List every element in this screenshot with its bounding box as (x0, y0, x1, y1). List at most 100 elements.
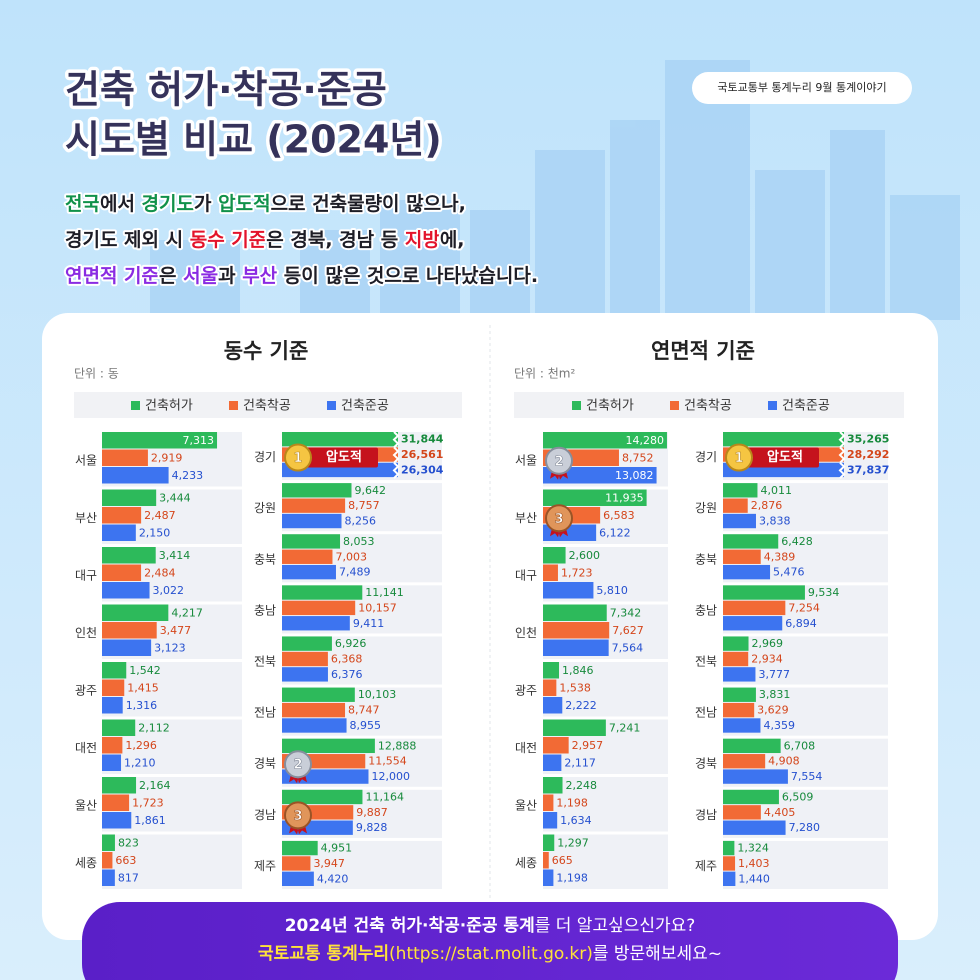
bar (102, 524, 136, 541)
value-label: 1,316 (126, 699, 158, 712)
value-label: 2,934 (751, 653, 783, 666)
category-label: 제주 (254, 859, 276, 873)
value-label: 8,752 (622, 451, 654, 464)
medal (725, 443, 753, 472)
chart-title: 동수 기준 (224, 339, 309, 363)
value-label: 2,248 (566, 779, 598, 792)
category-label: 경북 (254, 757, 276, 771)
category-label: 광주 (75, 683, 97, 697)
row-background (543, 662, 668, 717)
footer-banner (82, 902, 898, 980)
bar (102, 754, 122, 771)
value-label: 8,955 (350, 719, 382, 732)
value-label: 3,838 (759, 515, 791, 528)
axis-break (838, 462, 846, 479)
category-label: 경남 (695, 808, 717, 822)
bar (102, 662, 127, 679)
value-label: 2,487 (144, 509, 176, 522)
value-label: 7,003 (335, 550, 367, 563)
bar (543, 432, 667, 449)
bar (723, 702, 755, 718)
value-label: 12,000 (371, 770, 410, 783)
value-label: 2,164 (139, 779, 171, 792)
bar (102, 622, 157, 639)
value-label: 10,157 (358, 601, 397, 614)
bar (723, 856, 736, 871)
medal-rank: 2 (554, 454, 563, 469)
value-label: 28,292 (847, 448, 889, 461)
value-label: 2,112 (138, 721, 170, 734)
description-segment: 경기도 제외 시 (65, 229, 190, 251)
legend-label: 건축준공 (341, 399, 389, 414)
value-label: 3,629 (757, 704, 789, 717)
value-label: 7,627 (612, 624, 644, 637)
title: 시도별 비교 (2024년) (65, 118, 442, 162)
bar (723, 600, 786, 616)
value-label: 1,846 (562, 664, 594, 677)
bar (282, 789, 363, 805)
category-label: 광주 (515, 683, 537, 697)
bar (282, 651, 328, 667)
value-label: 1,538 (559, 681, 591, 694)
bar (282, 432, 398, 447)
value-label: 8,053 (343, 535, 375, 548)
legend-label: 건축허가 (586, 399, 634, 414)
value-label: 4,908 (768, 755, 800, 768)
category-label: 전남 (254, 706, 276, 720)
value-label: 11,554 (368, 755, 407, 768)
legend-label: 건축착공 (243, 399, 291, 414)
value-label: 2,484 (144, 566, 176, 579)
medal-rank: 2 (293, 758, 302, 773)
category-label: 대전 (515, 741, 537, 755)
description-segment: 은 경북, 경남 등 (266, 229, 405, 251)
value-label: 37,837 (847, 463, 889, 476)
value-label: 4,359 (763, 719, 795, 732)
value-label: 4,389 (764, 550, 796, 563)
category-label: 대구 (75, 568, 97, 582)
axis-break (392, 462, 400, 479)
bar (102, 582, 150, 599)
bar (282, 600, 356, 616)
legend-label: 건축준공 (782, 399, 830, 414)
value-label: 1,542 (129, 664, 161, 677)
axis-break (392, 431, 400, 449)
bar (723, 564, 771, 580)
bar (723, 840, 735, 856)
value-label: 6,583 (603, 509, 635, 522)
bar (543, 564, 558, 581)
bar (723, 687, 756, 702)
bar (282, 840, 318, 856)
value-label: 3,414 (159, 549, 191, 562)
chart-title: 연면적 기준 (651, 339, 755, 363)
description-segment: 으로 건축물량이 많으나, (271, 193, 466, 215)
bar (723, 805, 761, 820)
bar (723, 549, 761, 564)
footer-segment: 국토교통 통계누리 (258, 944, 389, 964)
bar (102, 834, 115, 851)
bar (282, 718, 347, 733)
value-label: 4,420 (317, 872, 349, 885)
value-label: 31,844 (401, 433, 444, 446)
bar (282, 534, 341, 549)
category-label: 인천 (515, 625, 537, 640)
category-label: 제주 (695, 859, 717, 873)
category-label: 울산 (75, 798, 97, 812)
bar (282, 498, 346, 513)
value-label: 11,164 (365, 790, 404, 803)
bar (723, 636, 749, 651)
medal (284, 443, 312, 472)
bar (723, 483, 758, 498)
description-segment: 압도적 (218, 193, 270, 215)
bar (282, 702, 346, 718)
row-background (543, 777, 668, 832)
category-label: 전북 (695, 655, 717, 669)
value-label: 6,894 (785, 617, 817, 630)
rank-label: 압도적 (326, 449, 362, 465)
bar (723, 769, 788, 784)
bar (723, 789, 779, 805)
value-label: 1,324 (737, 842, 769, 855)
description-segment: 에서 (100, 193, 142, 215)
bar (723, 585, 805, 600)
category-label: 전남 (695, 706, 717, 720)
